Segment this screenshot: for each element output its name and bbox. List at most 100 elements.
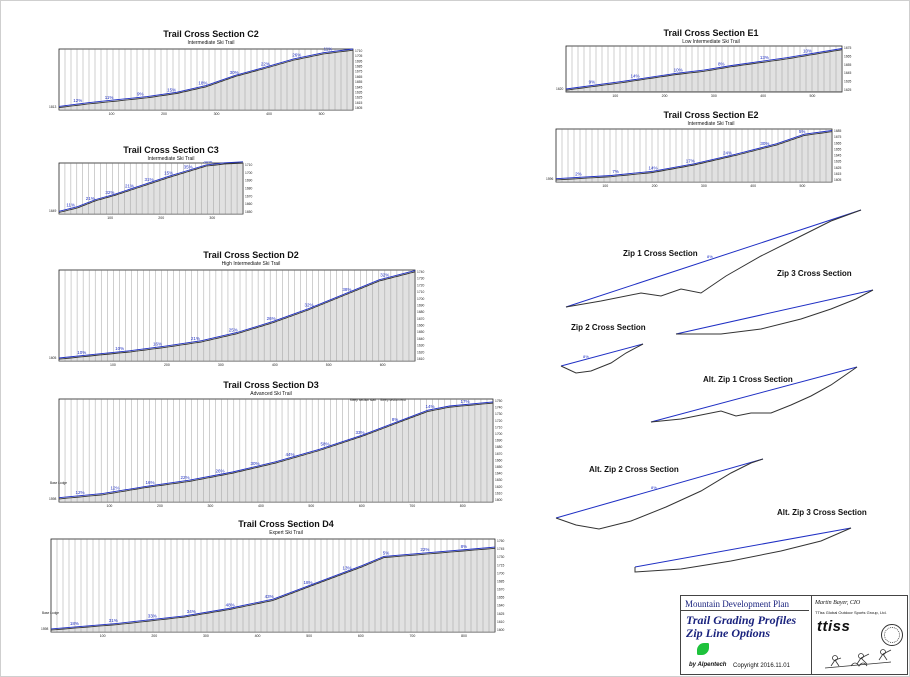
grade-label: 15% [164,171,173,176]
elevation-label: 1640 [417,337,425,341]
profile-svg-d2: 10% 10% 16% 21% 25% 26% 32% 38% 32% 100 200 300 400 5… [49,269,425,367]
station-label: 700 [409,504,415,508]
station-label: 200 [158,216,164,220]
elevation-label: 1715 [497,563,505,567]
terrain-line [555,131,833,181]
elevation-label: 1760 [497,539,505,543]
zip3-title: Zip 3 Cross Section [777,269,852,278]
elevation-label: 1660 [495,458,503,462]
zip3-terrain [676,289,874,335]
elevation-label: 1650 [495,465,503,469]
elevation-label: 1610 [497,620,505,624]
elevation-label: 1730 [497,555,505,559]
start-elevation-label: 1598 [41,627,49,631]
elevation-label: 1670 [495,452,503,456]
elevation-label: 1625 [497,612,505,616]
zip1-grade-label: 8% [707,254,713,259]
section-subtitle-c3: Intermediate Ski Trail [147,156,195,162]
elevation-label: 1660 [245,202,253,206]
elevation-label: 1680 [495,445,503,449]
station-label: 500 [306,634,312,638]
section-subtitle-e1: Low Intermediate Ski Trail [682,39,740,45]
drawing-title-line1: Trail Grading Profiles [686,613,797,627]
drawing-title: Trail Grading Profiles Zip Line Options [686,614,796,640]
section-title-c2: Trail Cross Section C2 [163,29,259,39]
station-label: 500 [319,112,325,116]
elevation-label: 1605 [355,106,363,110]
elevation-label: 1600 [497,628,505,632]
terrain-fill [59,271,415,361]
elevation-label: 1655 [844,63,852,67]
grade-label: 43% [265,594,274,599]
station-label: 100 [612,94,618,98]
skier-illustration-icon [824,649,892,669]
terrain-line [58,402,494,500]
elevation-label: 1680 [245,187,253,191]
grade-label: 34% [187,609,196,614]
elevation-label: 1690 [245,179,253,183]
elevation-label: 1665 [834,141,842,145]
elevation-label: 1670 [497,588,505,592]
profile-svg-d3: 12% 12% 16% 22% 26% 30% 44% 58% 33% 8% 14% 17% 100 20… [49,398,503,508]
terrain-line [50,547,496,631]
grade-label: 7% [224,161,231,162]
grade-line [58,48,354,107]
elevation-label: 1750 [495,399,503,403]
station-label: 400 [750,184,756,188]
grade-label: 30% [203,161,212,164]
elevation-label: 1665 [844,54,852,58]
elevation-label: 1685 [355,65,363,69]
elevation-label: 1620 [417,350,425,354]
profile-svg-e2: 2% 7% 14% 17% 24% 30% 5% 100 200 300 400 500 1685 167… [546,128,842,188]
elevation-label: 1610 [417,357,425,361]
station-label: 700 [409,634,415,638]
profile-svg-d4: 18% 31% 33% 34% 48% 43% 18% 13% 5% 22% 8% 100 200 300… [41,538,505,638]
author: Martin Bayer, CIO [815,600,861,606]
grade-line [58,161,244,212]
grade-label: 26% [267,316,276,321]
grade-label: 24% [723,150,732,155]
alt-zip3-terrain [634,527,852,573]
elevation-label: 1700 [417,297,425,301]
zip2-grade-label: 8% [583,354,589,359]
zip2-title: Zip 2 Cross Section [571,323,646,332]
station-label: 400 [760,94,766,98]
profile-panel-d4: 18% 31% 33% 34% 48% 43% 18% 13% 5% 22% 8% 100 200 300… [41,537,521,641]
company: TTiss Global Outdoor Sports Group, Ltd. [815,610,887,615]
station-label: 500 [810,94,816,98]
elevation-label: 1685 [834,129,842,133]
profile-panel-e1: 9% 14% 10% 8% 13% 10% 100 200 300 400 500 1675 1665 1… [556,44,868,101]
elevation-label: 1700 [495,432,503,436]
grade-label: 8% [461,544,468,549]
elevation-label: 1670 [417,317,425,321]
elevation-label: 1640 [497,604,505,608]
annotation-note: Base Lodge [42,611,59,615]
terrain-line [58,162,244,213]
grade-label: 18% [304,580,313,585]
grade-label: 22% [180,475,189,480]
elevation-label: 1645 [355,85,363,89]
elevation-label: 1700 [497,571,505,575]
elevation-label: 1635 [355,90,363,94]
grade-label: 22% [261,61,270,66]
elevation-label: 1635 [844,80,852,84]
alt-zip2-terrain [555,458,764,530]
elevation-label: 1655 [355,80,363,84]
terrain-line [58,49,354,109]
start-elevation-label: 1598 [49,497,57,501]
alt-zip2-title: Alt. Zip 2 Cross Section [589,465,679,474]
grade-label: 30% [760,141,769,146]
station-label: 300 [203,634,209,638]
grade-label: 10% [803,48,812,53]
elevation-label: 1730 [495,412,503,416]
section-subtitle-d2: High Intermediate Ski Trail [221,261,281,267]
grade-line [565,48,843,90]
grade-label: 10% [115,346,124,351]
title-block-divider [681,610,809,611]
section-title-d3: Trail Cross Section D3 [223,380,319,390]
grade-label: 22% [420,547,429,552]
station-label: 300 [209,216,215,220]
elevation-label: 1655 [497,596,505,600]
station-label: 400 [266,112,272,116]
annotation-note: Steep section end [380,398,406,402]
